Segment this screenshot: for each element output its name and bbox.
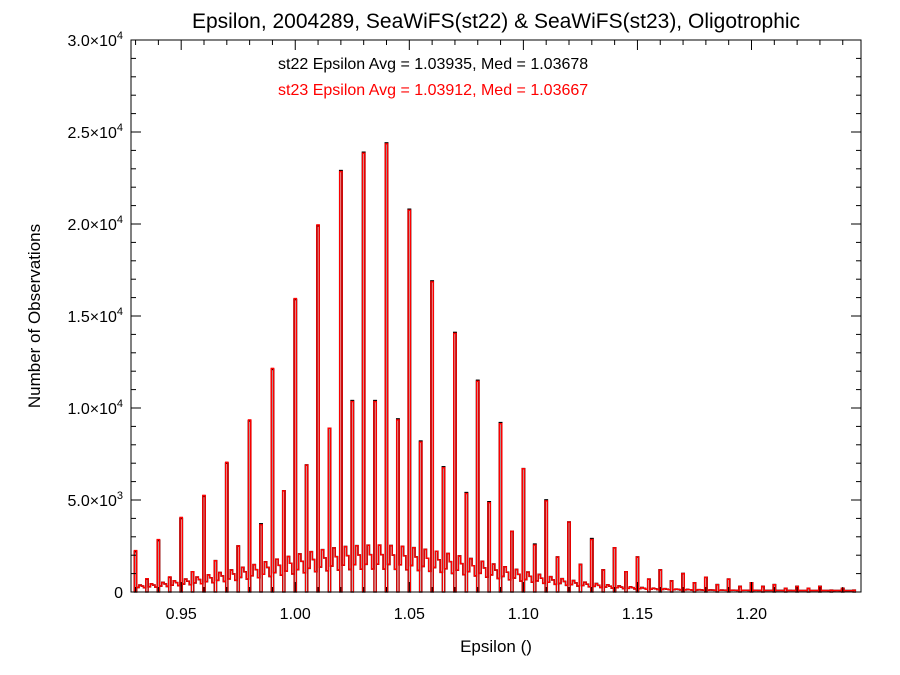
x-tick-label: 1.15 [622,606,653,623]
bar-st23-1.045 [396,419,400,593]
bar-st23-1.130 [590,539,594,593]
bar-st23-1.095 [510,530,514,593]
bar-st23-0.965 [213,560,218,593]
y-axis-label: Number of Observations [25,224,44,408]
bar-st23-0.995 [282,490,286,593]
y-tick-label: 2.0×104 [67,214,123,234]
bar-st23-1.175 [692,582,697,593]
bar-st23-1.020 [339,171,343,593]
bar-st23-1.205 [761,585,765,593]
bar-st23-1.015 [327,427,332,593]
bar-st23-1.030 [361,152,366,593]
bar-st23-0.930 [133,550,138,593]
bar-st23-1.140 [612,547,617,593]
x-tick-label: 1.10 [508,606,539,623]
x-tick-label: 1.00 [280,606,311,623]
bar-st23-1.070 [453,332,457,593]
bar-st23-0.955 [190,571,195,593]
x-tick-label: 0.95 [166,606,197,623]
y-tick-label: 1.5×104 [67,306,123,326]
bar-st23-1.145 [624,571,628,593]
bar-st23-1.035 [373,401,377,593]
bar-st23-1.090 [498,423,503,593]
bar-st23-1.105 [533,544,537,593]
y-tick-label: 5.0×103 [67,490,123,510]
bar-st23-0.970 [225,461,229,593]
bar-st23-1.110 [544,500,548,593]
bar-st23-1.155 [647,578,651,593]
bar-st23-1.100 [521,468,526,593]
x-axis-label: Epsilon () [460,637,532,656]
chart-title: Epsilon, 2004289, SeaWiFS(st22) & SeaWiF… [192,10,800,33]
bar-st23-0.975 [236,545,240,593]
y-tick-label: 2.5×104 [67,122,123,142]
bar-st23-1.075 [464,493,469,593]
bar-st23-1.185 [715,584,719,593]
bar-st23-0.985 [259,524,263,593]
plot-area: 0.95 1.00 1.05 1.10 1.15 1.20 0 5.0×103 1.0×104 1… [67,30,862,623]
bar-st23-0.950 [179,516,183,593]
bar-st23-1.125 [578,563,583,593]
bar-st23-1.040 [384,143,389,593]
bar-st23-1.085 [487,502,491,593]
y-tick-label: 1.0×104 [67,398,123,418]
series-st23-outline [133,143,856,592]
bar-st23-1.120 [567,521,571,593]
x-tick-label: 1.05 [394,606,425,623]
bar-st23-0.960 [202,494,206,593]
bar-st23-0.945 [168,576,172,593]
y-tick-label: 3.0×104 [67,30,123,50]
bar-st23-1.165 [669,580,674,593]
y-tick-label: 0 [114,585,123,602]
bar-st23-1.135 [601,569,605,593]
bar-st23-1.005 [304,464,309,593]
bar-st23-0.935 [145,578,149,593]
series-st22-outline [133,142,857,592]
bar-st23-1.025 [350,401,354,593]
bar-st23-1.060 [430,281,434,593]
x-tick-label: 1.20 [736,606,767,623]
bar-st23-1.050 [407,209,412,593]
bar-st23-1.000 [293,297,297,593]
bar-st23-0.980 [247,419,252,593]
bar-st23-1.065 [441,467,446,593]
plot-frame [130,39,862,593]
bar-st23-1.055 [419,441,423,593]
bar-st23-1.080 [476,380,480,593]
annotation-st23: st23 Epsilon Avg = 1.03912, Med = 1.0366… [278,82,588,99]
bar-st23-1.115 [555,556,560,593]
bar-st23-0.940 [156,539,161,593]
annotation-st22: st22 Epsilon Avg = 1.03935, Med = 1.0367… [278,56,588,73]
bar-st23-1.195 [738,585,742,593]
bar-st23-1.010 [316,224,320,593]
bar-st23-0.990 [270,367,275,593]
